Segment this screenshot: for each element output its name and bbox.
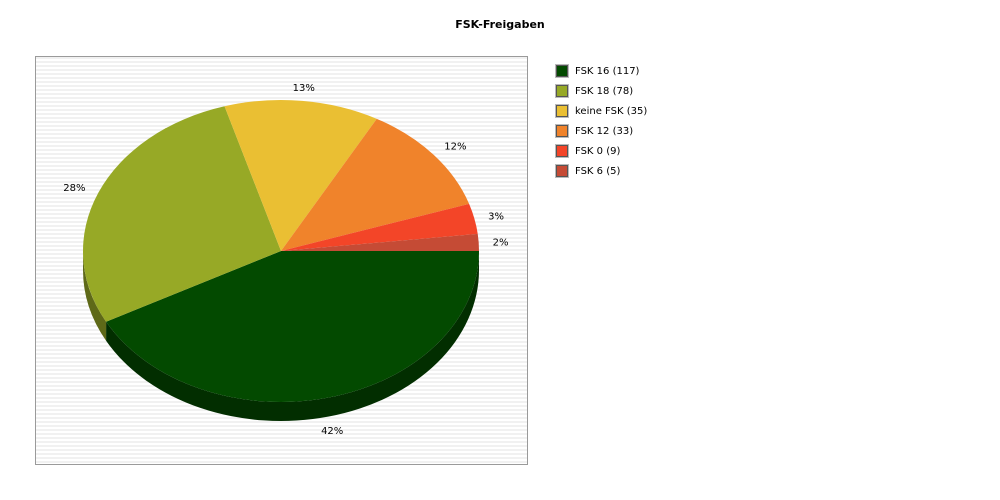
- legend-label: FSK 12 (33): [575, 125, 634, 137]
- legend-label: FSK 16 (117): [575, 65, 640, 77]
- legend-label: FSK 6 (5): [575, 165, 621, 177]
- pie-slice-keine-fsk: [224, 100, 377, 251]
- legend-label: FSK 0 (9): [575, 145, 621, 157]
- pie-side-fsk-18: [83, 251, 107, 341]
- legend-item: FSK 0 (9): [556, 141, 647, 161]
- pie-slice-fsk-18: [82, 106, 281, 322]
- legend-swatch: [556, 105, 568, 117]
- legend: FSK 16 (117) FSK 18 (78) keine FSK (35) FSK…: [556, 61, 647, 181]
- pie-slice-fsk-16: [106, 251, 479, 402]
- percent-label: 28%: [63, 183, 85, 194]
- legend-item: keine FSK (35): [556, 101, 647, 121]
- pie-slice-fsk-12: [281, 118, 470, 251]
- legend-label: FSK 18 (78): [575, 85, 634, 97]
- legend-item: FSK 12 (33): [556, 121, 647, 141]
- percent-label: 3%: [488, 212, 504, 223]
- chart-title: FSK-Freigaben: [455, 18, 545, 31]
- legend-item: FSK 16 (117): [556, 61, 647, 81]
- legend-item: FSK 18 (78): [556, 81, 647, 101]
- legend-label: keine FSK (35): [575, 105, 648, 117]
- pie-slice-fsk-6: [281, 233, 479, 251]
- legend-swatch: [556, 65, 568, 77]
- pie-slice-fsk-0: [281, 203, 478, 251]
- percent-label: 42%: [321, 426, 343, 437]
- legend-swatch: [556, 145, 568, 157]
- legend-item: FSK 6 (5): [556, 161, 647, 181]
- percent-label: 12%: [444, 142, 466, 153]
- percent-label: 2%: [493, 238, 509, 249]
- legend-swatch: [556, 85, 568, 97]
- percent-label: 13%: [293, 83, 315, 94]
- legend-swatch: [556, 165, 568, 177]
- legend-swatch: [556, 125, 568, 137]
